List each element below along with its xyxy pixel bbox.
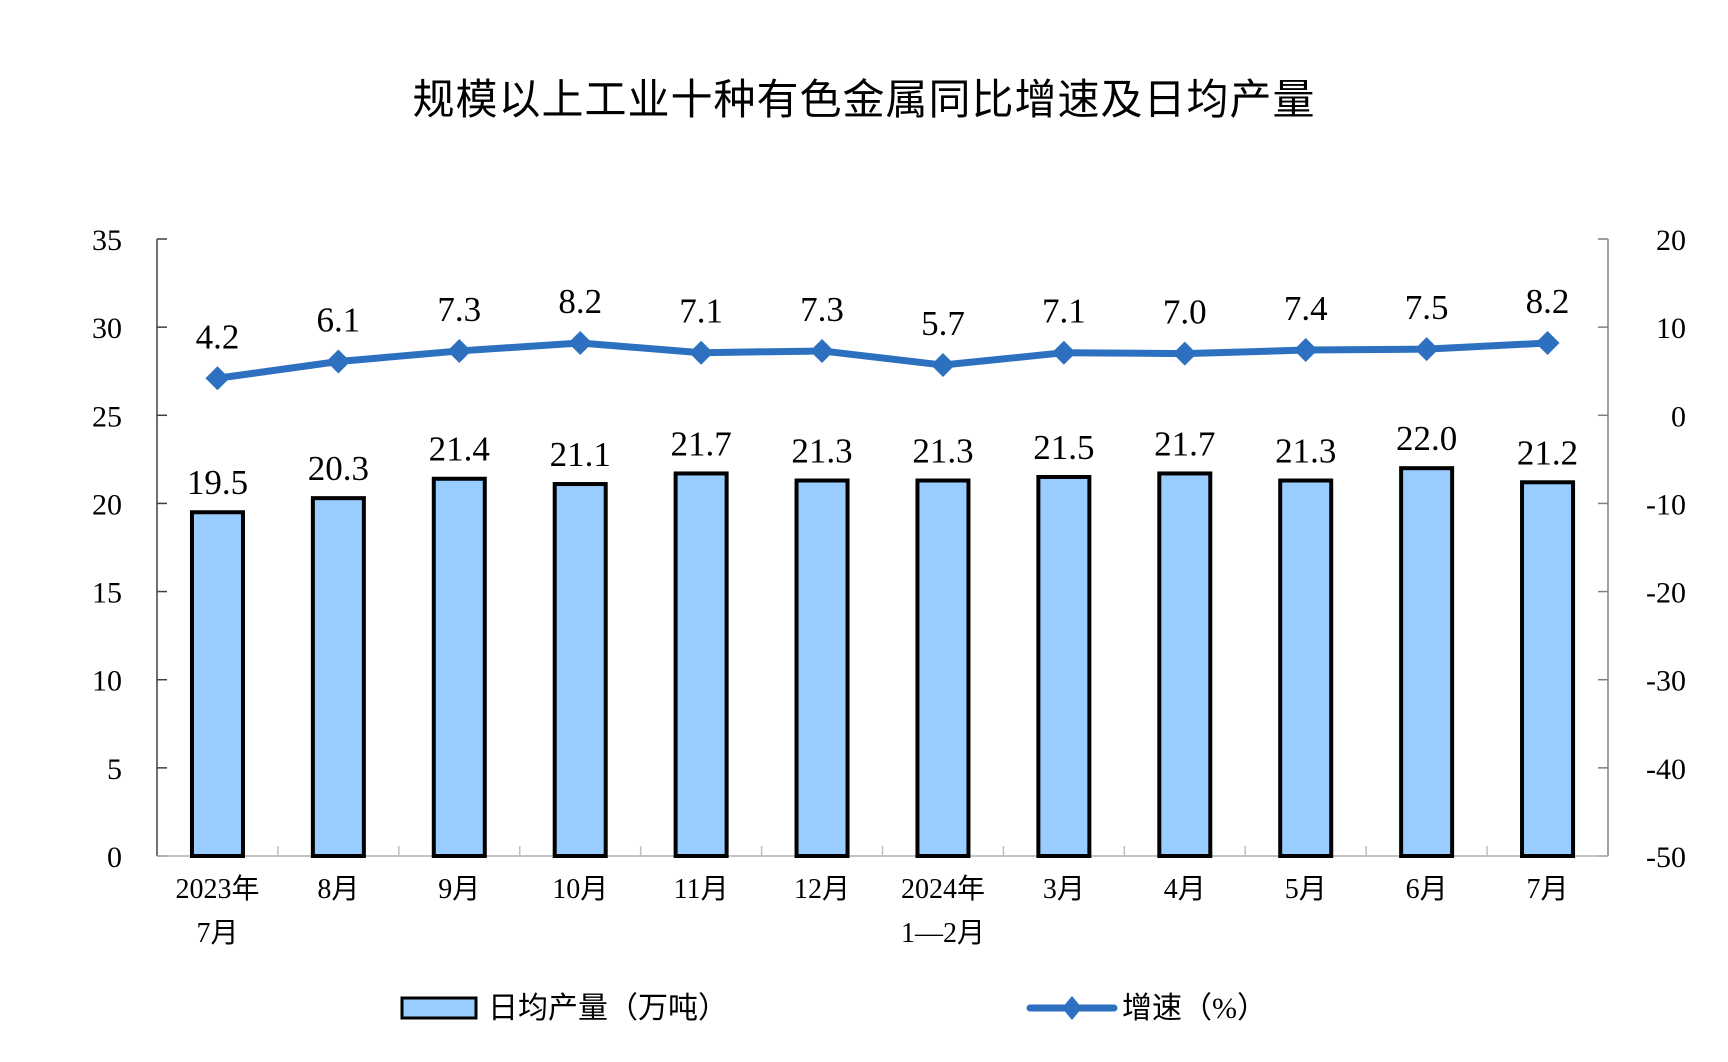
bar bbox=[189, 510, 245, 858]
line-series: 4.2 6.1 7.3 8.2 7.1 7.3 5.7 7.1 7.0 7.4 7.5 8.2 bbox=[196, 282, 1570, 391]
x-category-label: 2023年 bbox=[175, 873, 259, 905]
diamond-marker-icon bbox=[1414, 337, 1439, 362]
diamond-marker-icon bbox=[1293, 338, 1318, 363]
bar bbox=[1399, 466, 1455, 858]
bar bbox=[552, 482, 608, 858]
x-category-label: 6月 bbox=[1406, 874, 1448, 905]
bar-value-label: 21.3 bbox=[1275, 432, 1336, 471]
right-axis-tick-label: 10 bbox=[1656, 312, 1686, 345]
legend-bar-label: 日均产量（万吨） bbox=[488, 992, 728, 1025]
x-category-label: 2024年 bbox=[901, 873, 985, 905]
legend: 日均产量（万吨） 增速（%） bbox=[400, 992, 1267, 1025]
bar bbox=[915, 478, 971, 858]
diamond-marker-icon bbox=[326, 349, 351, 374]
line-value-label: 7.5 bbox=[1405, 288, 1449, 327]
x-category-label: 5月 bbox=[1285, 874, 1327, 905]
left-axis-tick-label: 10 bbox=[92, 665, 122, 698]
line-value-label: 5.7 bbox=[921, 304, 965, 343]
diamond-marker-icon bbox=[1535, 331, 1560, 356]
line-value-label: 7.0 bbox=[1163, 293, 1207, 332]
bar-value-label: 21.7 bbox=[671, 424, 732, 463]
bar bbox=[310, 496, 366, 858]
bar bbox=[431, 476, 487, 858]
line-value-label: 7.1 bbox=[1042, 292, 1086, 331]
growth-line bbox=[216, 339, 1548, 382]
x-category-label: 8月 bbox=[317, 874, 359, 905]
bar bbox=[794, 478, 850, 858]
line-value-label: 7.4 bbox=[1284, 289, 1328, 328]
x-category-label: 9月 bbox=[438, 874, 480, 905]
right-axis-tick-label: -10 bbox=[1646, 488, 1686, 521]
right-axis-tick-label: -20 bbox=[1646, 577, 1686, 610]
x-category-label: 3月 bbox=[1043, 874, 1085, 905]
line-value-label: 7.1 bbox=[679, 292, 723, 331]
x-category-label: 7月 bbox=[1527, 874, 1569, 905]
diamond-marker-icon bbox=[1172, 341, 1197, 366]
x-category-label: 4月 bbox=[1164, 874, 1206, 905]
right-y-axis: -50 -40 -30 -20 -10 0 10 20 bbox=[1598, 224, 1686, 874]
legend-bar-swatch bbox=[400, 996, 478, 1020]
left-axis-tick-label: 30 bbox=[92, 312, 122, 345]
bar-series: 19.5 20.3 21.4 21.1 21.7 21.3 21.3 21.5 21.7 21.3… bbox=[187, 419, 1578, 858]
diamond-marker-icon bbox=[447, 338, 472, 363]
x-category-label: 1—2月 bbox=[901, 918, 985, 949]
line-value-label: 7.3 bbox=[800, 290, 844, 329]
diamond-marker-icon bbox=[810, 338, 835, 363]
bar-value-label: 21.3 bbox=[912, 432, 973, 471]
bar-value-label: 20.3 bbox=[308, 449, 369, 488]
diamond-marker-icon bbox=[930, 353, 955, 378]
left-axis-tick-label: 35 bbox=[92, 224, 122, 257]
bar-value-label: 21.1 bbox=[550, 435, 611, 474]
line-value-label: 7.3 bbox=[437, 290, 481, 329]
line-value-label: 4.2 bbox=[196, 317, 240, 356]
bar bbox=[673, 471, 729, 858]
x-category-label: 10月 bbox=[552, 874, 608, 905]
diamond-marker-icon bbox=[689, 340, 714, 365]
bar-value-label: 22.0 bbox=[1396, 419, 1457, 458]
bar bbox=[1157, 471, 1213, 858]
left-axis-tick-label: 20 bbox=[92, 488, 122, 521]
bar-value-label: 21.3 bbox=[791, 432, 852, 471]
diamond-marker-icon bbox=[205, 366, 230, 391]
right-axis-tick-label: 20 bbox=[1656, 224, 1686, 257]
bar-value-label: 21.4 bbox=[429, 430, 490, 469]
bar bbox=[1278, 478, 1334, 858]
line-value-label: 8.2 bbox=[1526, 282, 1570, 321]
diamond-marker-icon bbox=[1051, 340, 1076, 365]
chart-title: 规模以上工业十种有色金属同比增速及日均产量 bbox=[412, 75, 1316, 124]
line-value-label: 6.1 bbox=[317, 301, 361, 340]
left-y-axis: 0 5 10 15 20 25 30 35 bbox=[92, 224, 167, 874]
right-axis-tick-label: 0 bbox=[1671, 400, 1686, 433]
legend-diamond-marker-icon bbox=[1062, 996, 1082, 1020]
x-axis: 2023年 7月 8月 9月 10月 11月 12月 2024年 1—2月 3月 4月 5月 6月 7月 bbox=[157, 846, 1608, 949]
left-axis-tick-label: 25 bbox=[92, 400, 122, 433]
left-axis-tick-label: 15 bbox=[92, 577, 122, 610]
legend-line-label: 增速（%） bbox=[1122, 992, 1267, 1025]
right-axis-tick-label: -50 bbox=[1646, 841, 1686, 874]
bar-value-label: 21.2 bbox=[1517, 433, 1578, 472]
bar bbox=[1036, 474, 1092, 858]
left-axis-tick-label: 5 bbox=[107, 753, 122, 786]
bar-value-label: 21.7 bbox=[1154, 424, 1215, 463]
right-axis-tick-label: -30 bbox=[1646, 665, 1686, 698]
bar-value-label: 19.5 bbox=[187, 463, 248, 502]
line-value-label: 8.2 bbox=[558, 282, 602, 321]
bar-value-label: 21.5 bbox=[1033, 428, 1094, 467]
bar bbox=[1520, 480, 1576, 858]
diamond-marker-icon bbox=[568, 331, 593, 356]
left-axis-tick-label: 0 bbox=[107, 841, 122, 874]
x-category-label: 11月 bbox=[674, 874, 729, 905]
x-category-label: 12月 bbox=[794, 874, 850, 905]
right-axis-tick-label: -40 bbox=[1646, 753, 1686, 786]
x-category-label: 7月 bbox=[196, 918, 238, 949]
